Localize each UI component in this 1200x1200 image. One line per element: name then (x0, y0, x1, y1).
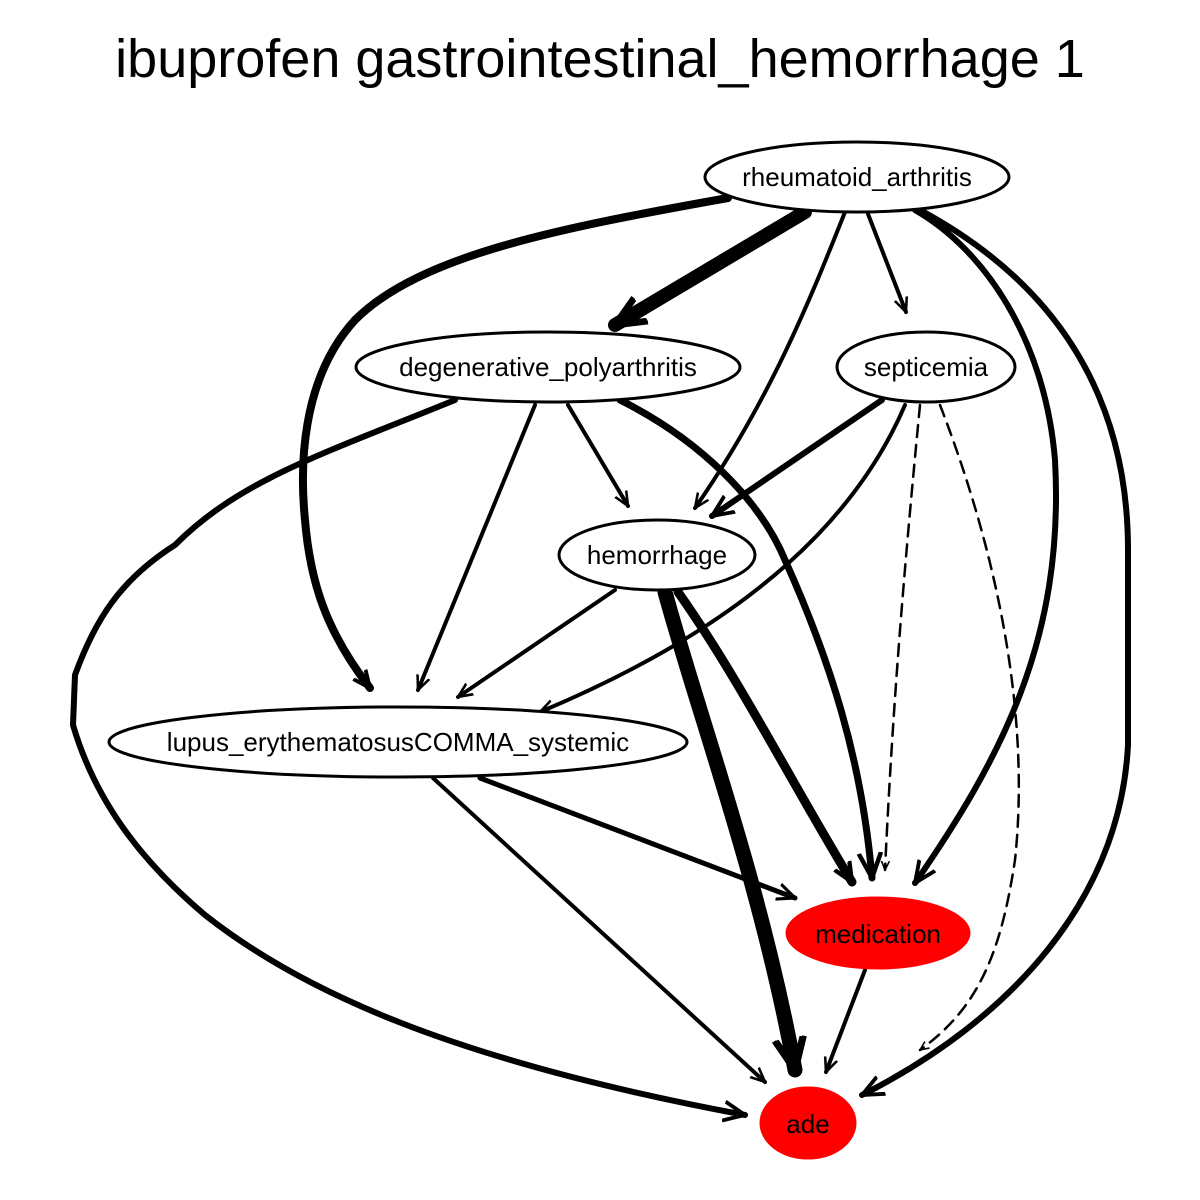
edge-rheumatoid-medication (912, 207, 1059, 883)
node-label: degenerative_polyarthritis (399, 352, 697, 382)
node-label: rheumatoid_arthritis (742, 162, 972, 192)
node-shape (759, 1086, 857, 1160)
edge-septicemia-medication (885, 403, 922, 872)
edge-hemorrhage-ade (657, 584, 795, 1078)
node-septicemia[interactable]: septicemia (835, 330, 1017, 404)
node-lupus-erythematosus-systemic[interactable]: lupus_erythematosusCOMMA_systemic (107, 705, 689, 779)
edge-septicemia-hemorrhage (712, 397, 885, 519)
node-shape (835, 330, 1017, 404)
node-ade[interactable]: ade (759, 1086, 857, 1160)
edge-rheumatoid-septicemia (866, 212, 906, 312)
edge-lupus-ade (431, 776, 765, 1082)
edge-rheumatoid-hemorrhage (693, 210, 847, 508)
node-label: lupus_erythematosusCOMMA_systemic (167, 727, 629, 757)
node-label: hemorrhage (587, 540, 727, 570)
edge-degenerative-ade (70, 397, 745, 1115)
edge-degenerative-hemorrhage (566, 403, 630, 506)
edge-hemorrhage-lupus (458, 588, 617, 699)
node-shape (107, 705, 689, 779)
node-medication[interactable]: medication (785, 896, 971, 970)
node-shape (354, 330, 742, 404)
edge-hemorrhage-medication (673, 587, 857, 882)
node-shape (557, 518, 757, 592)
node-label: medication (815, 919, 941, 949)
edge-medication-ade (826, 968, 867, 1072)
node-label: septicemia (864, 352, 989, 382)
edge-septicemia-ade (920, 403, 1021, 1052)
node-hemorrhage[interactable]: hemorrhage (557, 518, 757, 592)
edge-lupus-medication (477, 775, 795, 898)
edge-degenerative-medication (616, 396, 872, 878)
edge-septicemia-lupus (540, 403, 907, 714)
edge-rheumatoid-degenerative (615, 205, 812, 332)
node-shape (785, 896, 971, 970)
node-degenerative-polyarthritis[interactable]: degenerative_polyarthritis (354, 330, 742, 404)
node-label: ade (786, 1109, 829, 1139)
edge-degenerative-lupus (416, 403, 537, 690)
diagram-title: ibuprofen gastrointestinal_hemorrhage 1 (115, 29, 1085, 89)
node-rheumatoid-arthritis[interactable]: rheumatoid_arthritis (703, 140, 1011, 214)
edge-rheumatoid-ade (862, 207, 1131, 1098)
edge-rheumatoid-lupus (299, 194, 732, 692)
node-shape (703, 140, 1011, 214)
